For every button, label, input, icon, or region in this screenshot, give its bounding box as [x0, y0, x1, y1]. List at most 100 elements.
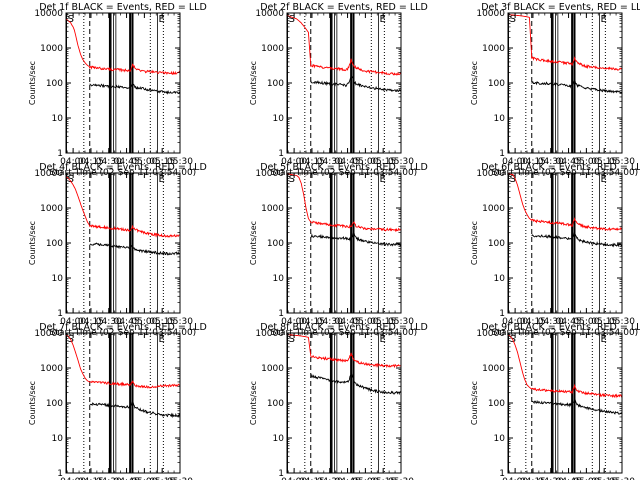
- y-axis-label: Counts/sec: [470, 221, 479, 265]
- y-tick-label: 10000: [476, 9, 505, 19]
- x-tick-label: 05:00: [352, 157, 378, 167]
- event-marker-label: S: [510, 14, 516, 25]
- x-tick-label: 04:00: [60, 317, 86, 327]
- y-tick-label: 10: [52, 434, 64, 444]
- y-tick-label: 10: [494, 434, 506, 444]
- y-tick-label: 1000: [261, 44, 284, 54]
- y-tick-label: 1: [278, 149, 284, 159]
- y-tick-label: 100: [267, 239, 284, 249]
- x-tick-label: 04:00: [502, 317, 528, 327]
- x-tick-label: 04:15: [299, 317, 325, 327]
- y-tick-label: 10: [494, 114, 506, 124]
- events-series-line: [89, 242, 181, 256]
- x-tick-label: 04:15: [299, 157, 325, 167]
- y-tick-label: 1: [57, 149, 63, 159]
- y-tick-label: 10000: [34, 169, 63, 179]
- y-axis-label: Counts/sec: [249, 381, 258, 425]
- y-tick-label: 1000: [261, 364, 284, 374]
- y-tick-label: 100: [46, 239, 63, 249]
- chart-title: Det 6f BLACK = Events, RED = LLD: [481, 162, 640, 173]
- y-tick-label: 1: [278, 469, 284, 479]
- x-tick-label: 05:00: [573, 317, 599, 327]
- events-series-line: [531, 398, 623, 415]
- chart-title: Det 2f BLACK = Events, RED = LLD: [260, 2, 428, 13]
- x-tick-label: 05:15: [149, 317, 175, 327]
- events-series-line: [89, 399, 181, 419]
- y-axis-label: Counts/sec: [249, 221, 258, 265]
- events-series-line: [310, 75, 402, 93]
- event-marker-label: S: [68, 174, 74, 185]
- y-tick-label: 100: [488, 399, 505, 409]
- event-marker-label: E: [600, 174, 606, 185]
- x-tick-label: 04:45: [556, 317, 582, 327]
- y-tick-label: 1000: [482, 364, 505, 374]
- lld-series-line: [507, 173, 622, 232]
- x-tick-label: 04:30: [538, 317, 564, 327]
- x-tick-label: 04:00: [281, 317, 307, 327]
- y-tick-label: 1: [499, 309, 505, 319]
- chart-title: Det 8f BLACK = Events, RED = LLD: [260, 322, 428, 333]
- y-tick-label: 1: [57, 469, 63, 479]
- event-marker-label: S: [510, 174, 516, 185]
- lld-series-line: [65, 176, 181, 238]
- x-tick-label: 04:15: [78, 317, 104, 327]
- event-marker-label: E: [379, 174, 385, 185]
- chart-panel: SE11010010001000004:0004:1504:3004:4505:…: [470, 322, 640, 484]
- x-tick-label: 05:15: [591, 317, 617, 327]
- y-tick-label: 100: [46, 79, 63, 89]
- y-tick-label: 1: [278, 309, 284, 319]
- y-axis-label: Counts/sec: [470, 61, 479, 105]
- event-marker-label: E: [600, 334, 606, 345]
- x-tick-label: 04:30: [96, 317, 122, 327]
- y-tick-label: 1: [57, 309, 63, 319]
- y-tick-label: 100: [267, 399, 284, 409]
- x-tick-label: 05:30: [167, 157, 193, 167]
- chart-title: Det 3f BLACK = Events, RED = LLD: [481, 2, 640, 13]
- y-tick-label: 1: [499, 469, 505, 479]
- x-tick-label: 04:00: [281, 157, 307, 167]
- x-tick-label: 04:45: [335, 317, 361, 327]
- y-tick-label: 1000: [261, 204, 284, 214]
- y-tick-label: 10000: [476, 169, 505, 179]
- lld-series-line: [286, 173, 402, 233]
- x-tick-label: 05:15: [591, 157, 617, 167]
- x-tick-label: 05:15: [370, 157, 396, 167]
- lld-series-line: [286, 15, 402, 76]
- event-marker-label: E: [158, 334, 164, 345]
- event-marker-label: S: [289, 334, 295, 345]
- y-tick-label: 1: [499, 149, 505, 159]
- y-tick-label: 1000: [40, 204, 63, 214]
- x-tick-label: 04:00: [502, 157, 528, 167]
- y-axis-label: Counts/sec: [28, 61, 37, 105]
- y-tick-label: 10: [273, 274, 285, 284]
- chart-title: Det 1f BLACK = Events, RED = LLD: [39, 2, 207, 13]
- y-tick-label: 10: [52, 114, 64, 124]
- lld-series-line: [507, 334, 623, 399]
- y-axis-label: Counts/sec: [470, 381, 479, 425]
- lld-series-line: [287, 334, 402, 369]
- x-tick-label: 04:15: [78, 157, 104, 167]
- y-tick-label: 10: [52, 274, 64, 284]
- x-tick-label: 05:15: [149, 157, 175, 167]
- y-tick-label: 1000: [40, 364, 63, 374]
- x-tick-label: 04:15: [520, 157, 546, 167]
- y-axis-label: Counts/sec: [28, 381, 37, 425]
- y-tick-label: 1000: [482, 44, 505, 54]
- events-series-line: [89, 82, 181, 95]
- y-tick-label: 10000: [255, 169, 284, 179]
- x-tick-label: 05:30: [609, 157, 635, 167]
- event-marker-label: E: [158, 14, 164, 25]
- lld-series-line: [65, 18, 181, 75]
- x-tick-label: 05:00: [131, 317, 157, 327]
- y-tick-label: 10: [494, 274, 506, 284]
- y-tick-label: 10: [273, 114, 285, 124]
- y-tick-label: 100: [46, 399, 63, 409]
- chart-panel: SE11010010001000004:0004:1504:3004:4505:…: [28, 322, 207, 484]
- y-tick-label: 1000: [482, 204, 505, 214]
- y-tick-label: 10000: [34, 9, 63, 19]
